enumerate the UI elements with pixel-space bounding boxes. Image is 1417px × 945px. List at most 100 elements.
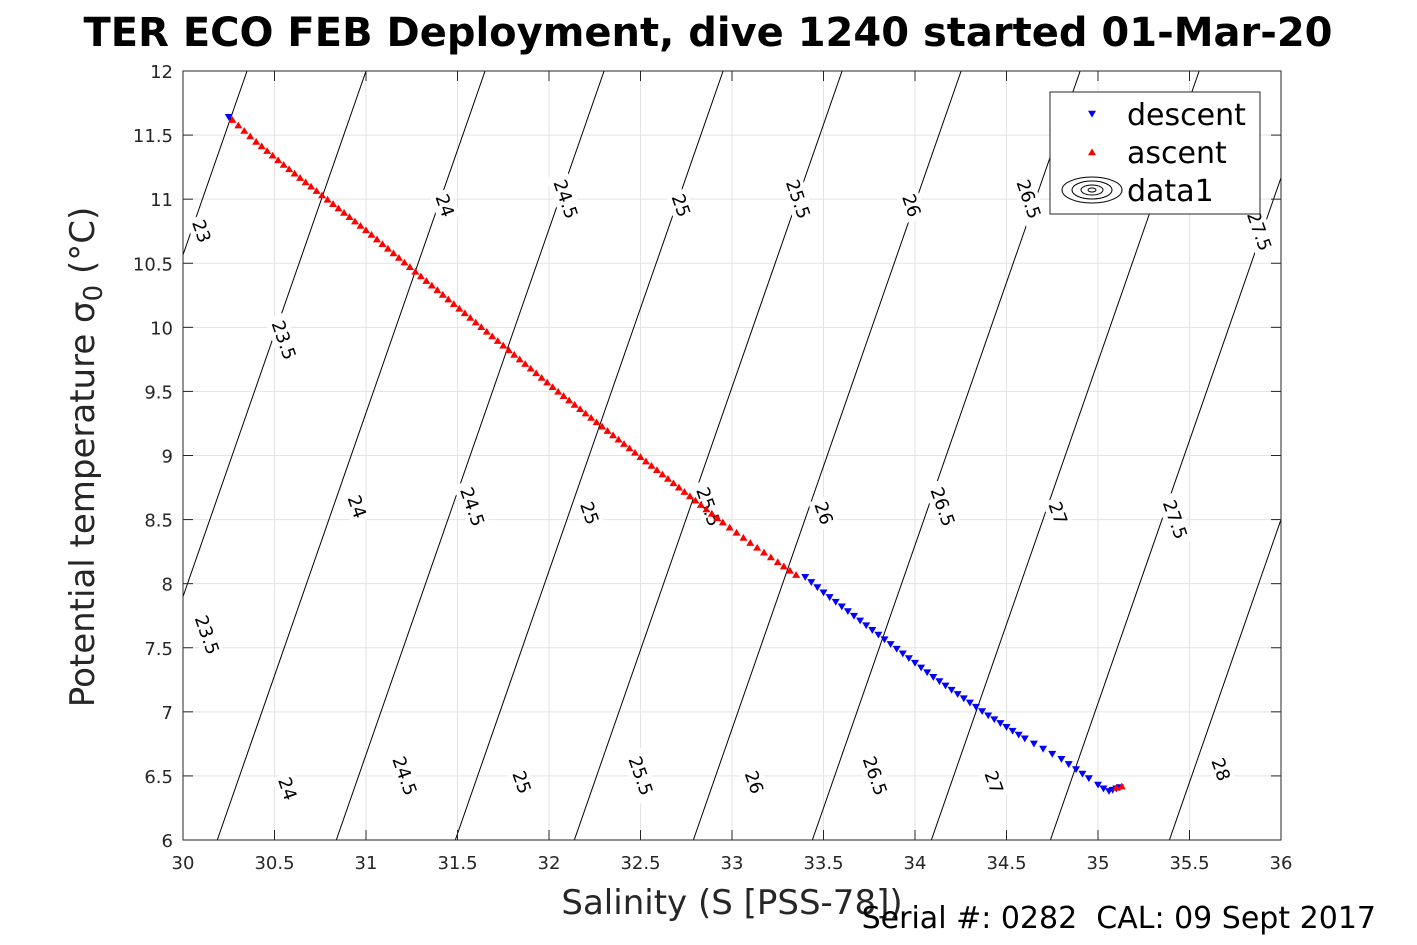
descent-marker (1008, 727, 1017, 735)
ascent-marker (378, 240, 387, 247)
y-tick-label: 8.5 (144, 511, 173, 532)
ascent-marker (691, 496, 700, 504)
x-tick-label: 33.5 (803, 853, 843, 874)
ascent-marker (372, 235, 381, 243)
ascent-marker (609, 431, 618, 439)
series-ascent (228, 116, 1126, 791)
ascent-marker (760, 548, 769, 556)
x-tick-label: 30 (172, 853, 195, 874)
descent-marker (972, 703, 980, 711)
ascent-marker (587, 413, 596, 421)
ascent-marker (240, 126, 249, 134)
ascent-marker (636, 453, 645, 460)
contour-line-28 (1168, 518, 1281, 840)
ascent-marker (411, 267, 420, 275)
descent-marker (856, 617, 865, 625)
y-tick-label: 11.5 (133, 126, 173, 147)
x-tick-label: 36 (1270, 853, 1293, 874)
ascent-marker (427, 281, 436, 289)
descent-marker (874, 631, 883, 639)
descent-marker (1048, 750, 1057, 758)
ascent-marker (477, 323, 486, 331)
x-axis-ticks: 30 30.5 31 31.5 32 32.5 33 33.5 34 34.5 35 35.5 36 (172, 71, 1293, 874)
descent-marker (990, 716, 999, 724)
ascent-marker (598, 422, 607, 430)
descent-marker (892, 645, 901, 653)
contour-label-bg (546, 170, 585, 228)
x-tick-label: 34.5 (986, 853, 1026, 874)
contour-label-bg (185, 213, 217, 249)
descent-marker (978, 708, 987, 716)
contour-label-bg (1042, 495, 1074, 531)
ascent-marker (405, 263, 414, 271)
ascent-marker (773, 558, 782, 566)
descent-marker (965, 699, 974, 707)
chart-title: TER ECO FEB Deployment, dive 1240 starte… (83, 10, 1332, 56)
ascent-marker (329, 200, 338, 207)
ascent-marker (792, 571, 801, 578)
x-tick-label: 35.5 (1169, 853, 1209, 874)
ascent-marker (779, 562, 788, 570)
contour-legend-ring (1071, 180, 1113, 200)
ascent-legend-marker-icon (1088, 148, 1096, 156)
y-axis-label-main: Potential temperature σ (63, 301, 103, 707)
ascent-marker (680, 488, 689, 495)
contour-label-bg (1240, 203, 1278, 260)
descent-marker (868, 627, 877, 634)
ascent-marker (499, 341, 508, 349)
descent-marker (1002, 724, 1011, 731)
ascent-marker (460, 309, 469, 317)
contour-label-bg (738, 764, 770, 801)
descent-marker (984, 712, 993, 720)
x-tick-label: 32.5 (620, 853, 660, 874)
descent-marker (911, 659, 919, 667)
ascent-marker (268, 151, 277, 159)
ascent-marker (526, 364, 535, 372)
y-tick-label: 7.5 (144, 639, 173, 660)
descent-marker (1014, 731, 1023, 739)
ascent-marker (482, 327, 491, 335)
contour-label-bg (923, 478, 962, 535)
ascent-marker (707, 509, 716, 517)
ascent-marker (252, 137, 261, 145)
descent-marker (1057, 756, 1066, 763)
contour-label-bg (271, 770, 303, 807)
contour-label-bg (453, 478, 492, 535)
ascent-marker (647, 461, 656, 469)
contour-line-23-5 (183, 71, 367, 599)
contour-legend-ring (1087, 187, 1097, 193)
ascent-marker (246, 132, 255, 140)
legend-label: data1 (1127, 174, 1214, 209)
ascent-marker (279, 160, 288, 168)
ascent-marker (471, 318, 480, 326)
contour-label: 27 (1042, 495, 1074, 531)
descent-marker (959, 695, 968, 703)
x-tick-label: 31 (355, 853, 378, 874)
ascent-marker (444, 295, 453, 303)
ascent-marker (603, 427, 612, 434)
descent-marker (886, 641, 895, 648)
contour-label-bg (896, 187, 927, 224)
ascent-marker (340, 208, 349, 216)
y-axis-label-subscript: 0 (79, 285, 109, 302)
ascent-marker (641, 457, 650, 465)
ascent-marker (351, 217, 360, 225)
ascent-marker (301, 178, 310, 186)
legend-item-ascent: ascent (1088, 136, 1227, 171)
ascent-marker (718, 518, 727, 526)
contour-label-bg (187, 606, 226, 664)
ascent-marker (383, 244, 392, 252)
y-axis-ticks: 6 6.5 7 7.5 8 8.5 9 9.5 10 10.5 11 11.5 12 (133, 62, 1281, 852)
descent-marker (1084, 775, 1093, 783)
ascent-marker (592, 418, 601, 426)
ascent-marker (334, 204, 343, 212)
contour-label-bg (1205, 751, 1236, 788)
ascent-marker (422, 277, 431, 284)
descent-marker (1020, 735, 1029, 743)
ascent-marker (263, 147, 272, 154)
descent-marker (941, 682, 950, 690)
ascent-marker (614, 435, 623, 443)
y-tick-label: 7 (162, 703, 173, 724)
y-tick-label: 12 (150, 62, 173, 83)
ascent-marker (548, 383, 557, 391)
